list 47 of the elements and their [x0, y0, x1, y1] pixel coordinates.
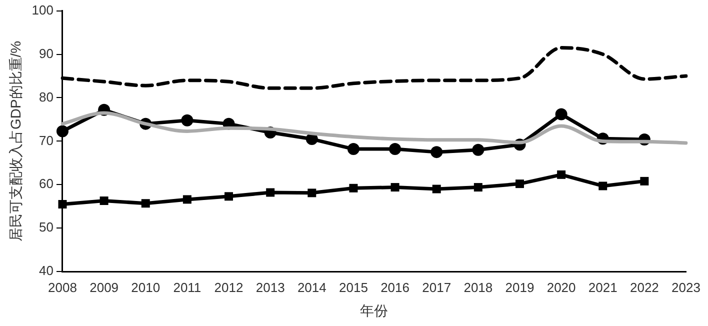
x-tick-label: 2020 [546, 280, 576, 295]
point [100, 196, 108, 205]
point [598, 182, 608, 190]
x-axis-title: 年份 [360, 302, 388, 318]
point [432, 184, 441, 194]
point [56, 125, 68, 138]
point [555, 108, 568, 120]
x-tick-label: 2019 [505, 280, 534, 295]
y-tick-label: 50 [39, 220, 54, 235]
x-tick-label: 2022 [630, 280, 659, 295]
point [58, 200, 67, 208]
point [182, 195, 192, 204]
point [181, 114, 194, 126]
x-tick-label: 2012 [214, 280, 244, 295]
x-tick-label: 2018 [464, 280, 493, 295]
point [266, 188, 275, 197]
x-tick-label: 2008 [48, 280, 77, 295]
point [474, 183, 482, 192]
x-tick-label: 2017 [422, 280, 452, 295]
point [349, 184, 358, 192]
point [515, 180, 524, 188]
y-tick-label: 40 [39, 263, 54, 278]
point [224, 192, 233, 201]
y-axis-title: 居民可支配收入占GDP的比重/% [7, 40, 24, 242]
x-tick-label: 2009 [90, 280, 119, 295]
y-tick-label: 90 [39, 46, 54, 61]
point [390, 183, 400, 192]
point [430, 146, 443, 158]
x-tick-label: 2015 [339, 280, 368, 295]
point [472, 144, 484, 156]
x-tick-label: 2021 [588, 280, 618, 295]
x-tick-label: 2010 [131, 280, 160, 295]
point [389, 143, 402, 156]
x-tick-label: 2011 [173, 280, 202, 295]
y-tick-label: 60 [39, 176, 54, 192]
point [640, 176, 649, 186]
y-tick-label: 70 [39, 132, 54, 148]
x-tick-label: 2023 [672, 280, 700, 295]
y-tick-label: 100 [32, 2, 54, 18]
y-tick-label: 80 [39, 89, 54, 104]
point [347, 143, 360, 156]
point [308, 188, 316, 198]
x-tick-label: 2016 [380, 280, 410, 295]
x-tick-label: 2014 [297, 280, 326, 295]
point [557, 170, 566, 179]
x-tick-label: 2013 [256, 280, 285, 295]
point [141, 199, 150, 208]
